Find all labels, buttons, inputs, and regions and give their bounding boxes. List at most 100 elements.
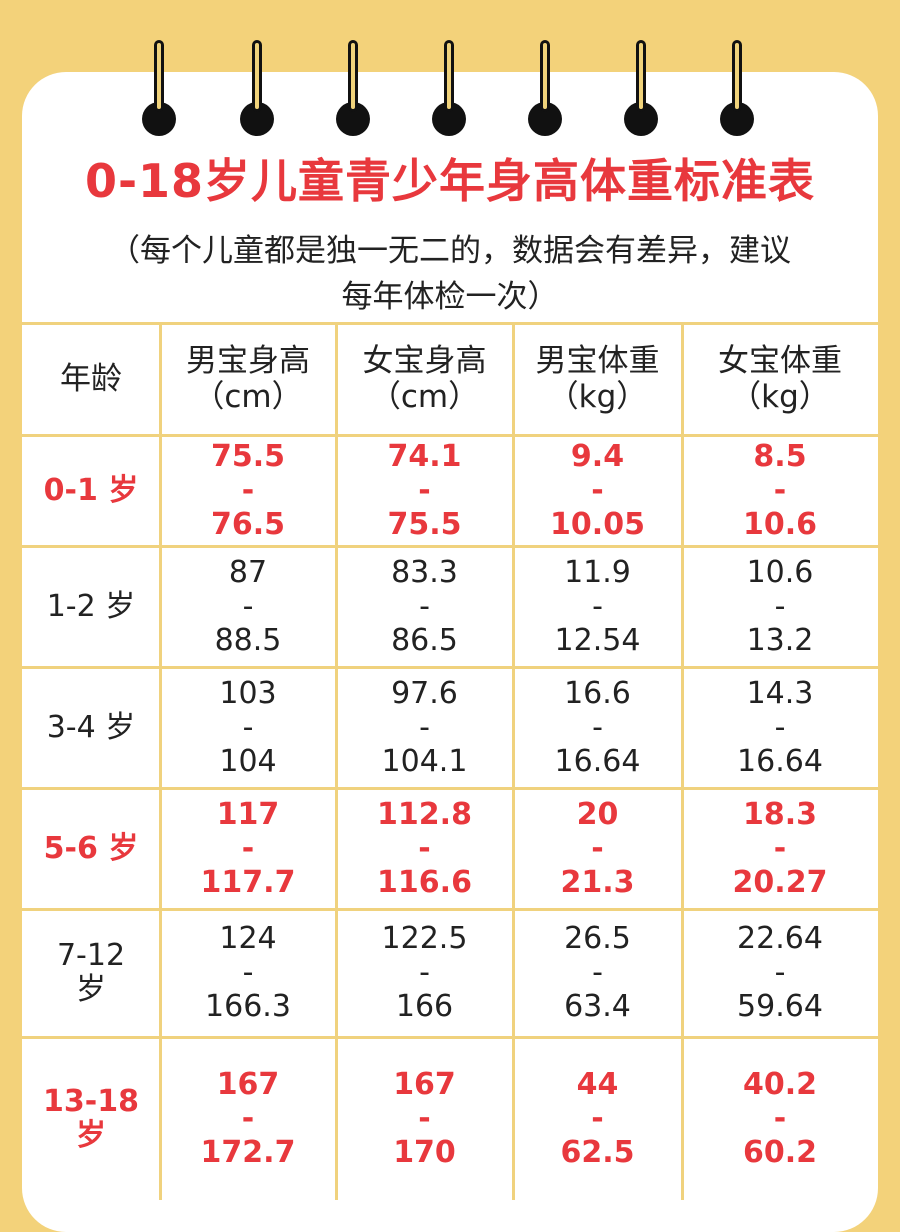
cell-girl-height: 83.3-86.5 [336,546,513,667]
range-min: 11.9 [564,554,631,590]
range-max: 21.3 [560,864,635,900]
range-dash: - [242,588,254,624]
range-max: 104.1 [381,743,468,779]
cell-girl-height: 74.1-75.5 [336,435,513,546]
table-column-divider [335,323,338,1200]
range-max: 63.4 [564,989,631,1024]
cell-girl-weight: 18.3-20.27 [682,788,878,909]
cell-boy-weight: 26.5-63.4 [513,909,682,1037]
range-min: 10.6 [746,554,814,590]
subtitle-line-2: 每年体检一次） [341,279,559,315]
header-boy-height: 男宝身高 （cm） [160,323,336,435]
cell-boy-height: 167-172.7 [160,1037,336,1200]
range-max: 75.5 [387,506,462,542]
header-girl-weight: 女宝体重 （kg） [682,323,878,435]
range-dash: - [418,830,431,866]
cell-girl-weight: 40.2-60.2 [682,1037,878,1200]
range-max: 117.7 [200,864,296,900]
range-dash: - [418,472,431,508]
row-age-label: 1-2 岁 [46,588,136,624]
cell-boy-weight: 9.4-10.05 [513,435,682,546]
range-max: 116.6 [377,864,472,900]
range-min: 117 [216,796,280,832]
range-min: 16.6 [564,675,631,711]
range-dash: - [774,709,786,745]
header-girl-weight-label: 女宝体重 [718,343,842,379]
range-dash: - [241,472,255,508]
range-min: 75.5 [210,438,286,474]
range-max: 104 [219,743,277,779]
cell-girl-weight: 10.6-13.2 [682,546,878,667]
row-age-label: 5-6 岁 [43,830,139,866]
range-min: 83.3 [391,554,458,590]
range-max: 20.27 [732,864,828,900]
binder-ring-icon [142,40,176,136]
cell-girl-weight: 8.5-10.6 [682,435,878,546]
range-dash: - [242,955,254,990]
cell-boy-weight: 11.9-12.54 [513,546,682,667]
range-dash: - [774,955,786,990]
range-dash: - [774,588,786,624]
range-max: 76.5 [210,506,286,542]
age-line: 岁 [76,1117,106,1153]
range-max: 88.5 [214,622,282,658]
range-dash: - [773,472,787,508]
table-row-divider [22,1036,878,1039]
standards-table: 年龄 男宝身高 （cm） 女宝身高 （cm） 男宝体重 （kg） 女宝体重 （k… [22,322,878,1200]
header-boy-height-unit: （cm） [193,379,303,415]
row-age-label: 7-12 岁 [22,909,160,1037]
header-girl-height-unit: （cm） [369,379,480,415]
range-max: 172.7 [200,1134,296,1170]
cell-boy-weight: 20-21.3 [513,788,682,909]
range-min: 167 [216,1066,280,1102]
range-max: 86.5 [391,622,458,658]
cell-boy-weight: 44-62.5 [513,1037,682,1200]
range-min: 22.64 [737,921,823,956]
header-boy-weight-label: 男宝体重 [535,343,660,379]
range-max: 10.05 [550,506,645,542]
cell-girl-height: 97.6-104.1 [336,667,513,788]
range-max: 13.2 [746,622,814,658]
range-min: 97.6 [391,675,458,711]
range-min: 40.2 [742,1066,818,1102]
range-min: 14.3 [746,675,814,711]
header-boy-weight: 男宝体重 （kg） [513,323,682,435]
cell-boy-height: 117-117.7 [160,788,336,909]
age-line: 7-12 [56,938,126,973]
range-min: 87 [228,554,268,590]
age-line: 13-18 [43,1083,139,1119]
table-column-divider [159,323,162,1200]
cell-boy-weight: 16.6-16.64 [513,667,682,788]
header-girl-weight-unit: （kg） [730,379,830,415]
cell-girl-height: 112.8-116.6 [336,788,513,909]
row-age-label: 3-4 岁 [46,709,136,745]
range-max: 166 [395,989,454,1024]
age-line: 岁 [76,972,106,1007]
range-min: 167 [393,1066,456,1102]
binder-ring-icon [624,40,658,136]
range-max: 10.6 [742,506,818,542]
cell-girl-height: 167-170 [336,1037,513,1200]
subtitle-line-1: （每个儿童都是独一无二的，数据会有差异，建议 [109,233,791,269]
range-min: 74.1 [387,438,462,474]
range-max: 16.64 [737,743,823,779]
binder-ring-icon [336,40,370,136]
cell-girl-height: 122.5-166 [336,909,513,1037]
range-dash: - [592,709,603,745]
range-dash: - [242,709,254,745]
row-age-label: 13-18 岁 [22,1037,160,1200]
binder-ring-icon [720,40,754,136]
range-min: 124 [219,921,277,956]
binder-ring-icon [528,40,562,136]
range-min: 20 [576,796,619,832]
range-min: 44 [576,1066,619,1102]
range-min: 112.8 [377,796,472,832]
cell-boy-height: 124-166.3 [160,909,336,1037]
header-age: 年龄 [22,323,160,435]
header-boy-height-label: 男宝身高 [186,343,310,379]
range-max: 59.64 [737,989,823,1024]
binder-ring-icon [432,40,466,136]
range-max: 12.54 [554,622,641,658]
range-dash: - [592,588,603,624]
range-max: 62.5 [560,1134,635,1170]
